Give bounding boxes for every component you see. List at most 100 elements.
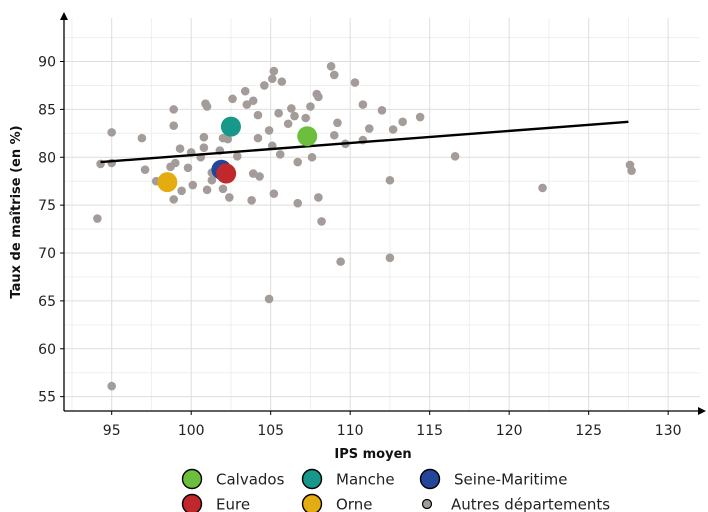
data-point [307, 152, 317, 162]
data-point [267, 74, 277, 84]
data-point [247, 196, 256, 205]
legend-marker [181, 493, 203, 512]
x-tick-label: 130 [655, 423, 682, 439]
legend-label: Orne [336, 496, 372, 512]
data-point [377, 106, 387, 115]
data-point [290, 111, 299, 121]
data-point [93, 214, 102, 223]
x-tick-label: 105 [257, 423, 284, 439]
data-point [287, 104, 296, 113]
data-point [398, 117, 407, 127]
legend-label: Autres départements [451, 496, 610, 512]
data-point [175, 144, 185, 153]
data-point [253, 110, 263, 120]
data-point [177, 186, 186, 196]
y-axis-arrow [60, 12, 68, 20]
data-point [364, 124, 374, 133]
data-point [293, 198, 303, 208]
data-point [260, 81, 269, 90]
data-point [202, 102, 212, 111]
data-point [277, 77, 287, 86]
x-axis-title: IPS moyen [334, 447, 411, 462]
y-tick-label: 65 [38, 294, 56, 310]
grid-lines [64, 18, 700, 411]
data-point [169, 105, 179, 114]
data-point [385, 253, 395, 263]
data-point [183, 163, 193, 173]
data-point [274, 108, 283, 118]
y-tick-label: 70 [38, 246, 56, 262]
data-point [107, 128, 116, 137]
y-tick-label: 85 [38, 102, 56, 118]
highlight-point-manche [220, 116, 241, 137]
data-point [225, 193, 234, 202]
data-point [255, 172, 264, 181]
y-tick-label: 75 [38, 198, 56, 214]
y-tick-label: 55 [38, 390, 56, 406]
data-point [301, 113, 310, 123]
data-point [385, 175, 395, 185]
legend-label: Calvados [216, 471, 285, 489]
data-point [169, 195, 179, 204]
y-tick-label: 60 [38, 342, 56, 358]
y-tick-label: 80 [38, 150, 56, 166]
data-point [199, 143, 209, 152]
data-point [333, 118, 342, 128]
data-point [242, 100, 252, 109]
highlighted-department-points [157, 116, 318, 193]
data-point [269, 66, 279, 76]
legend-marker [181, 468, 203, 490]
legend-label: Manche [336, 471, 395, 489]
x-tick-label: 95 [103, 423, 121, 439]
data-point [140, 165, 150, 175]
data-point [283, 119, 293, 129]
data-point [223, 134, 233, 144]
data-point [350, 78, 360, 87]
x-axis-arrow [698, 407, 706, 415]
data-point [275, 150, 285, 159]
data-point [264, 294, 274, 304]
data-point [107, 381, 116, 391]
data-point [218, 184, 228, 194]
data-point [415, 112, 425, 122]
legend-marker [419, 468, 441, 490]
y-axis-title: Taux de maîtrise (en %) [9, 125, 24, 298]
data-point [202, 185, 212, 195]
trend-line [100, 120, 629, 164]
highlight-point-calvados [297, 126, 318, 147]
data-point [388, 125, 398, 134]
data-point [228, 94, 237, 104]
legend-label: Eure [216, 496, 250, 512]
data-point [199, 132, 209, 142]
data-point [207, 175, 217, 185]
data-point [188, 180, 198, 190]
highlight-point-eure [216, 163, 237, 184]
x-tick-labels: 95 100 105 110 115 120 125 130 [103, 411, 682, 439]
x-tick-label: 120 [496, 423, 523, 439]
data-point [248, 96, 258, 106]
data-point [232, 152, 242, 161]
data-point [314, 92, 323, 102]
data-point [314, 193, 323, 202]
x-tick-label: 100 [178, 423, 205, 439]
legend-label: Seine-Maritime [454, 471, 567, 489]
data-point [336, 257, 345, 266]
legend-marker [421, 498, 433, 510]
y-tick-labels: 55 60 65 70 75 80 85 90 [38, 55, 64, 406]
data-point [306, 102, 315, 111]
data-point [326, 62, 336, 71]
x-tick-label: 110 [337, 423, 364, 439]
axes [60, 12, 706, 415]
legend-marker [301, 493, 323, 512]
data-point [170, 158, 180, 168]
legend-marker [301, 468, 323, 490]
data-point [450, 152, 460, 161]
highlight-point-orne [157, 172, 178, 193]
data-point [538, 183, 547, 193]
data-point [293, 157, 303, 167]
data-point [169, 121, 179, 130]
data-point [358, 100, 368, 109]
x-tick-label: 115 [416, 423, 443, 439]
data-point [627, 166, 636, 175]
